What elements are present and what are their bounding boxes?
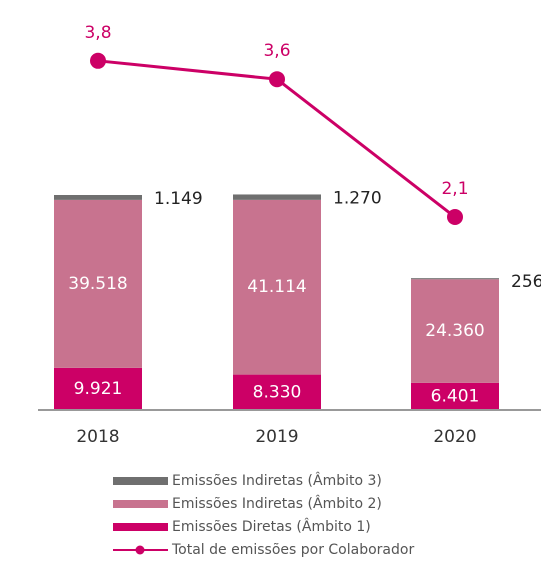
bar-segment: [54, 199, 142, 368]
line-point: [90, 52, 106, 69]
x-tick-label: 2018: [76, 427, 119, 447]
bar-segment: [411, 279, 499, 383]
legend-label: Emissões Indiretas (Âmbito 2): [172, 494, 382, 512]
data-label: 24.360: [425, 321, 484, 341]
data-label: 3,8: [84, 23, 111, 43]
data-label: 256: [511, 272, 541, 292]
legend-swatch: [113, 523, 168, 531]
legend-swatch: [113, 477, 168, 485]
bar-segment: [233, 374, 321, 410]
data-label: 1.149: [154, 189, 203, 209]
legend-label: Total de emissões por Colaborador: [171, 542, 414, 558]
legend-swatch: [135, 545, 145, 555]
legend-label: Emissões Indiretas (Âmbito 3): [172, 471, 382, 489]
line-point: [269, 71, 285, 88]
data-label: 6.401: [431, 386, 480, 406]
bar-segment: [411, 278, 499, 280]
bar-segment: [233, 194, 321, 200]
bar-segment: [233, 199, 321, 375]
bar-segment: [54, 367, 142, 410]
x-tick-label: 2019: [255, 427, 298, 447]
data-label: 41.114: [247, 277, 306, 297]
data-label: 8.330: [253, 382, 302, 402]
data-label: 3,6: [263, 41, 290, 61]
x-tick-label: 2020: [433, 427, 476, 447]
legend-label: Emissões Diretas (Âmbito 1): [172, 517, 371, 535]
bar-segment: [411, 382, 499, 410]
data-label: 2,1: [441, 179, 468, 199]
line-point: [447, 209, 463, 226]
legend-swatch: [113, 500, 168, 508]
data-label: 1.270: [333, 188, 382, 208]
data-label: 9.921: [74, 379, 123, 399]
data-label: 39.518: [68, 274, 127, 294]
bar-segment: [54, 195, 142, 200]
